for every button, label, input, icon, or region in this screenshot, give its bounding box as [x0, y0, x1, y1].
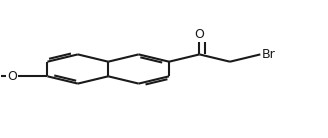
- Text: O: O: [7, 70, 17, 83]
- Text: O: O: [195, 28, 204, 41]
- Text: Br: Br: [262, 48, 276, 61]
